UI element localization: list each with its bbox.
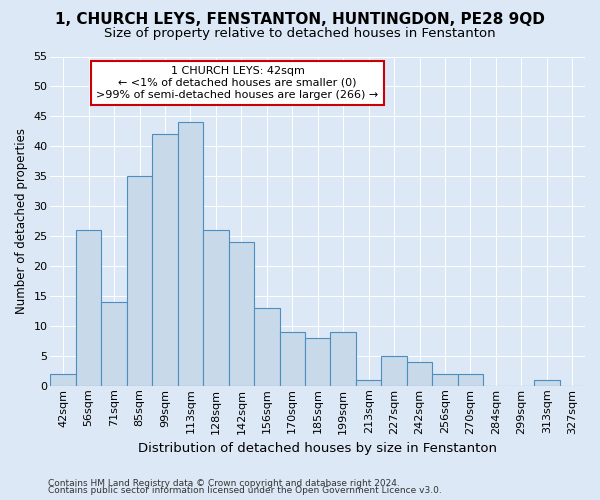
Bar (203, 230, 229, 386)
Text: 1, CHURCH LEYS, FENSTANTON, HUNTINGDON, PE28 9QD: 1, CHURCH LEYS, FENSTANTON, HUNTINGDON, … (55, 12, 545, 28)
Bar (305, 338, 331, 386)
Text: Size of property relative to detached houses in Fenstanton: Size of property relative to detached ho… (104, 28, 496, 40)
Y-axis label: Number of detached properties: Number of detached properties (15, 128, 28, 314)
Bar (407, 362, 432, 386)
Bar (356, 380, 382, 386)
Bar (382, 356, 407, 386)
Bar (152, 134, 178, 386)
Bar (534, 380, 560, 386)
Text: 1 CHURCH LEYS: 42sqm
← <1% of detached houses are smaller (0)
>99% of semi-detac: 1 CHURCH LEYS: 42sqm ← <1% of detached h… (97, 66, 379, 100)
Text: Contains HM Land Registry data © Crown copyright and database right 2024.: Contains HM Land Registry data © Crown c… (48, 478, 400, 488)
Bar (331, 332, 356, 386)
Bar (229, 242, 254, 386)
Bar (280, 332, 305, 386)
Bar (50, 374, 76, 386)
Bar (101, 302, 127, 386)
X-axis label: Distribution of detached houses by size in Fenstanton: Distribution of detached houses by size … (138, 442, 497, 455)
Bar (254, 308, 280, 386)
Bar (458, 374, 483, 386)
Bar (432, 374, 458, 386)
Text: Contains public sector information licensed under the Open Government Licence v3: Contains public sector information licen… (48, 486, 442, 495)
Bar (76, 230, 101, 386)
Bar (127, 176, 152, 386)
Bar (178, 122, 203, 386)
